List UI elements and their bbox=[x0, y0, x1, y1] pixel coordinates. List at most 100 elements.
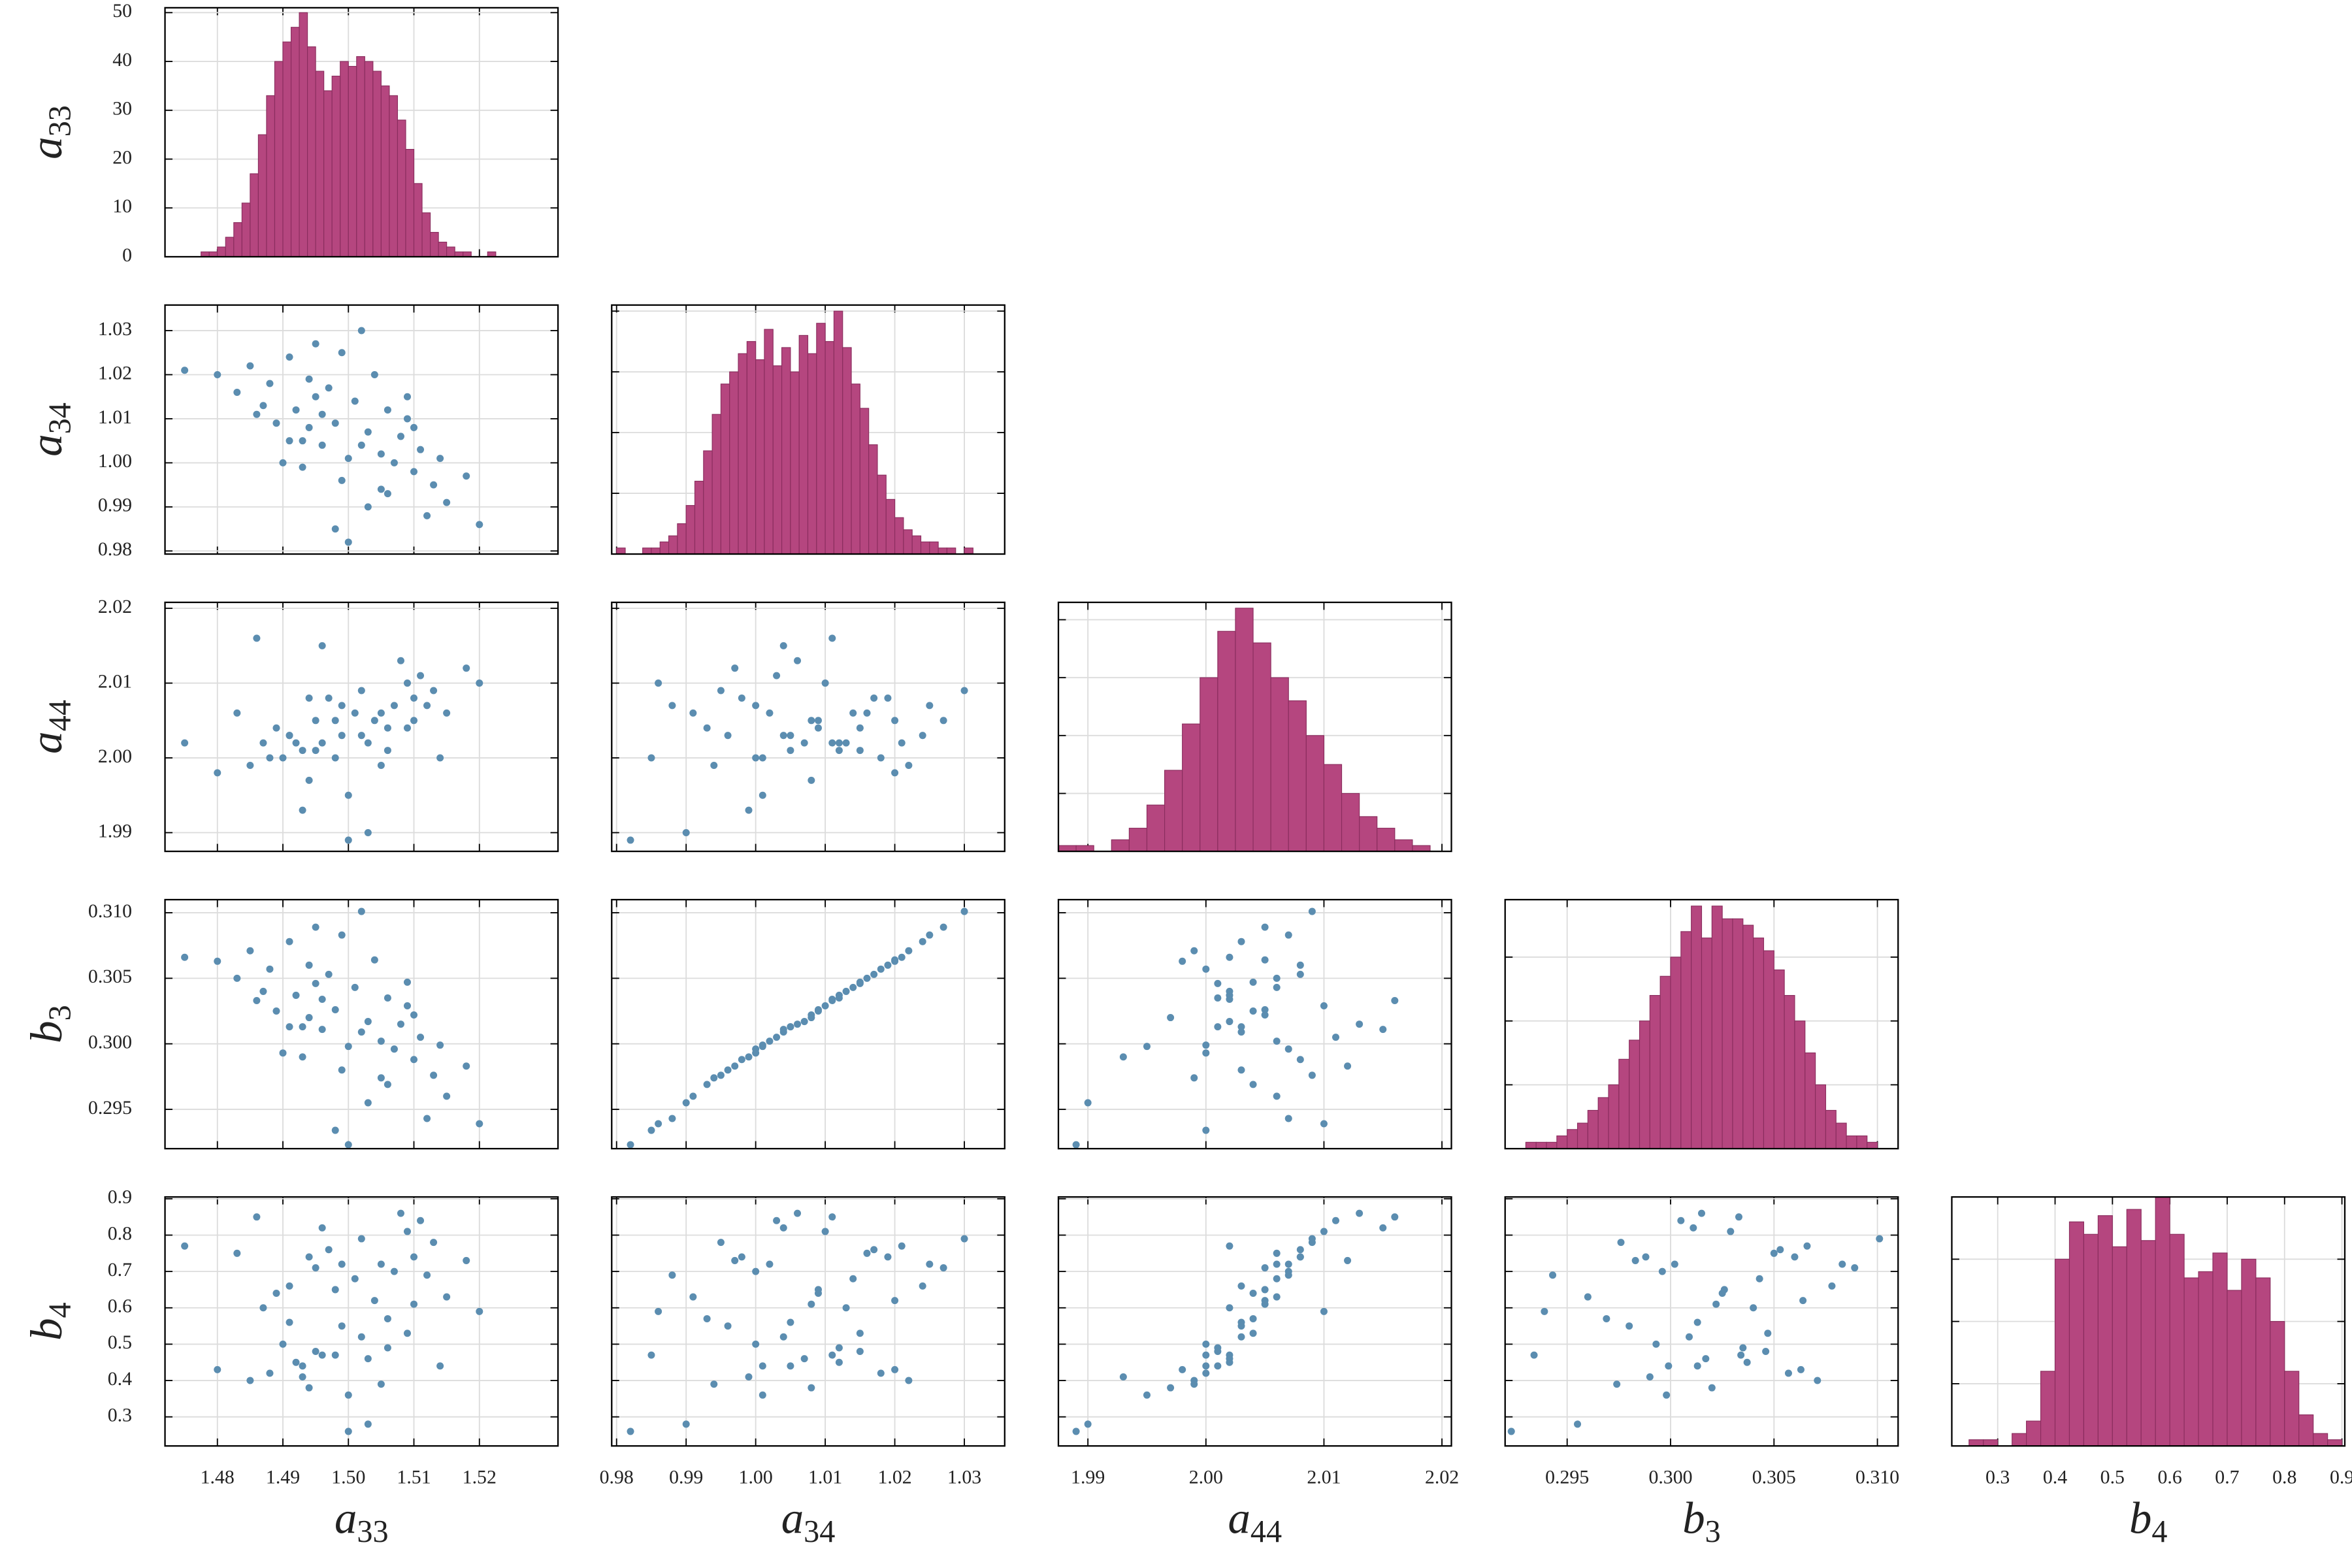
scatter-point bbox=[1072, 1141, 1080, 1149]
scatter-point bbox=[668, 1271, 676, 1279]
scatter-point bbox=[752, 702, 760, 710]
scatter-point bbox=[233, 974, 241, 982]
scatter-point bbox=[759, 1041, 766, 1049]
scatter-point bbox=[305, 776, 313, 784]
scatter-point bbox=[299, 437, 306, 445]
scatter-point bbox=[668, 702, 676, 710]
scatter-point bbox=[898, 1242, 906, 1250]
x-axis-title: a34 bbox=[781, 1494, 836, 1550]
scatter-point bbox=[752, 1049, 760, 1057]
hist-bar bbox=[659, 541, 670, 555]
scatter-point bbox=[1273, 1275, 1281, 1282]
scatter-point bbox=[682, 828, 690, 836]
scatter-point bbox=[1226, 987, 1233, 995]
scatter-point bbox=[1143, 1043, 1151, 1051]
hist-bar bbox=[266, 95, 276, 257]
hist-bar bbox=[1649, 995, 1661, 1149]
scatter-point bbox=[430, 1239, 438, 1247]
scatter-point bbox=[759, 791, 766, 799]
scatter-point bbox=[752, 1340, 760, 1348]
scatter-point bbox=[364, 1355, 372, 1363]
scatter-point bbox=[627, 1141, 634, 1149]
scatter-point bbox=[436, 1362, 444, 1370]
hist-bar bbox=[364, 61, 374, 257]
scatter-point bbox=[325, 384, 333, 392]
scatter-point bbox=[1379, 1026, 1387, 1034]
hist-bar bbox=[1217, 630, 1236, 852]
panel-frame bbox=[611, 898, 1005, 1150]
scatter-point bbox=[377, 1380, 385, 1388]
scatter-point bbox=[1799, 1297, 1807, 1305]
hist-bar bbox=[257, 134, 267, 257]
hist-bar bbox=[1659, 975, 1671, 1149]
scatter-point bbox=[384, 406, 391, 414]
scatter-point bbox=[1530, 1351, 1538, 1359]
scatter-point bbox=[318, 410, 326, 418]
scatter-point bbox=[410, 1056, 418, 1064]
scatter-point bbox=[1296, 1246, 1304, 1254]
scatter-point bbox=[377, 761, 385, 769]
hist-bar bbox=[703, 450, 713, 555]
hist-bar bbox=[677, 523, 687, 555]
hist-bar bbox=[2313, 1433, 2328, 1446]
hist-bar bbox=[1200, 677, 1218, 852]
hist-bar bbox=[1556, 1135, 1568, 1149]
scatter-point bbox=[1249, 1081, 1257, 1088]
scatter-point bbox=[312, 979, 319, 987]
hist-bar bbox=[1252, 642, 1271, 852]
hist-bar bbox=[430, 232, 439, 257]
hist-bar bbox=[331, 75, 341, 257]
scatter-point bbox=[800, 1018, 808, 1026]
scatter-point bbox=[773, 1034, 781, 1041]
scatter-point bbox=[821, 1002, 829, 1010]
scatter-point bbox=[1735, 1213, 1742, 1221]
scatter-point bbox=[286, 1318, 293, 1326]
y-axis-title: a33 bbox=[22, 105, 78, 159]
scatter-point bbox=[814, 1289, 822, 1298]
scatter-point bbox=[423, 512, 431, 519]
scatter-point bbox=[842, 987, 850, 995]
scatter-point bbox=[286, 1023, 293, 1031]
panel bbox=[1504, 898, 1899, 1150]
scatter-point bbox=[1179, 957, 1186, 965]
axis-symbol: a bbox=[22, 434, 71, 456]
scatter-point bbox=[1237, 1028, 1245, 1036]
y-tick-label: 0.310 bbox=[88, 900, 132, 922]
y-tick-label: 0.98 bbox=[98, 538, 132, 560]
scatter-point bbox=[1284, 1260, 1292, 1268]
hist-bar bbox=[720, 384, 730, 555]
panel bbox=[1057, 1196, 1452, 1447]
scatter-point bbox=[279, 1049, 287, 1057]
scatter-point bbox=[1202, 1049, 1210, 1057]
panel-frame bbox=[1504, 1196, 1899, 1447]
hist-bar bbox=[694, 480, 704, 555]
scatter-point bbox=[279, 754, 287, 762]
scatter-point bbox=[357, 1028, 365, 1036]
scatter-point bbox=[325, 970, 333, 978]
x-tick-label: 1.01 bbox=[808, 1467, 842, 1488]
hist-bar bbox=[1323, 764, 1343, 852]
scatter-point bbox=[759, 1391, 766, 1399]
scatter-point bbox=[1507, 1428, 1515, 1435]
scatter-point bbox=[1273, 1037, 1281, 1045]
hist-bar bbox=[1146, 804, 1166, 852]
x-tick-label: 0.98 bbox=[600, 1467, 634, 1488]
scatter-point bbox=[344, 1391, 352, 1399]
scatter-point bbox=[1296, 970, 1304, 978]
hist-bar bbox=[798, 335, 809, 555]
scatter-point bbox=[430, 1071, 438, 1079]
scatter-point bbox=[1284, 1271, 1292, 1279]
scatter-point bbox=[403, 1228, 412, 1235]
scatter-point bbox=[397, 433, 404, 440]
scatter-point bbox=[364, 1420, 372, 1428]
hist-bar bbox=[903, 529, 913, 555]
hist-bar bbox=[1639, 1021, 1650, 1149]
scatter-point bbox=[856, 1330, 864, 1337]
hist-bar bbox=[225, 237, 235, 257]
hist-bar bbox=[746, 341, 757, 555]
hist-bar bbox=[685, 505, 696, 555]
scatter-point bbox=[870, 970, 878, 978]
scatter-point bbox=[1652, 1340, 1660, 1348]
x-tick-label: 0.3 bbox=[1985, 1467, 2010, 1488]
hist-bar bbox=[885, 498, 896, 555]
